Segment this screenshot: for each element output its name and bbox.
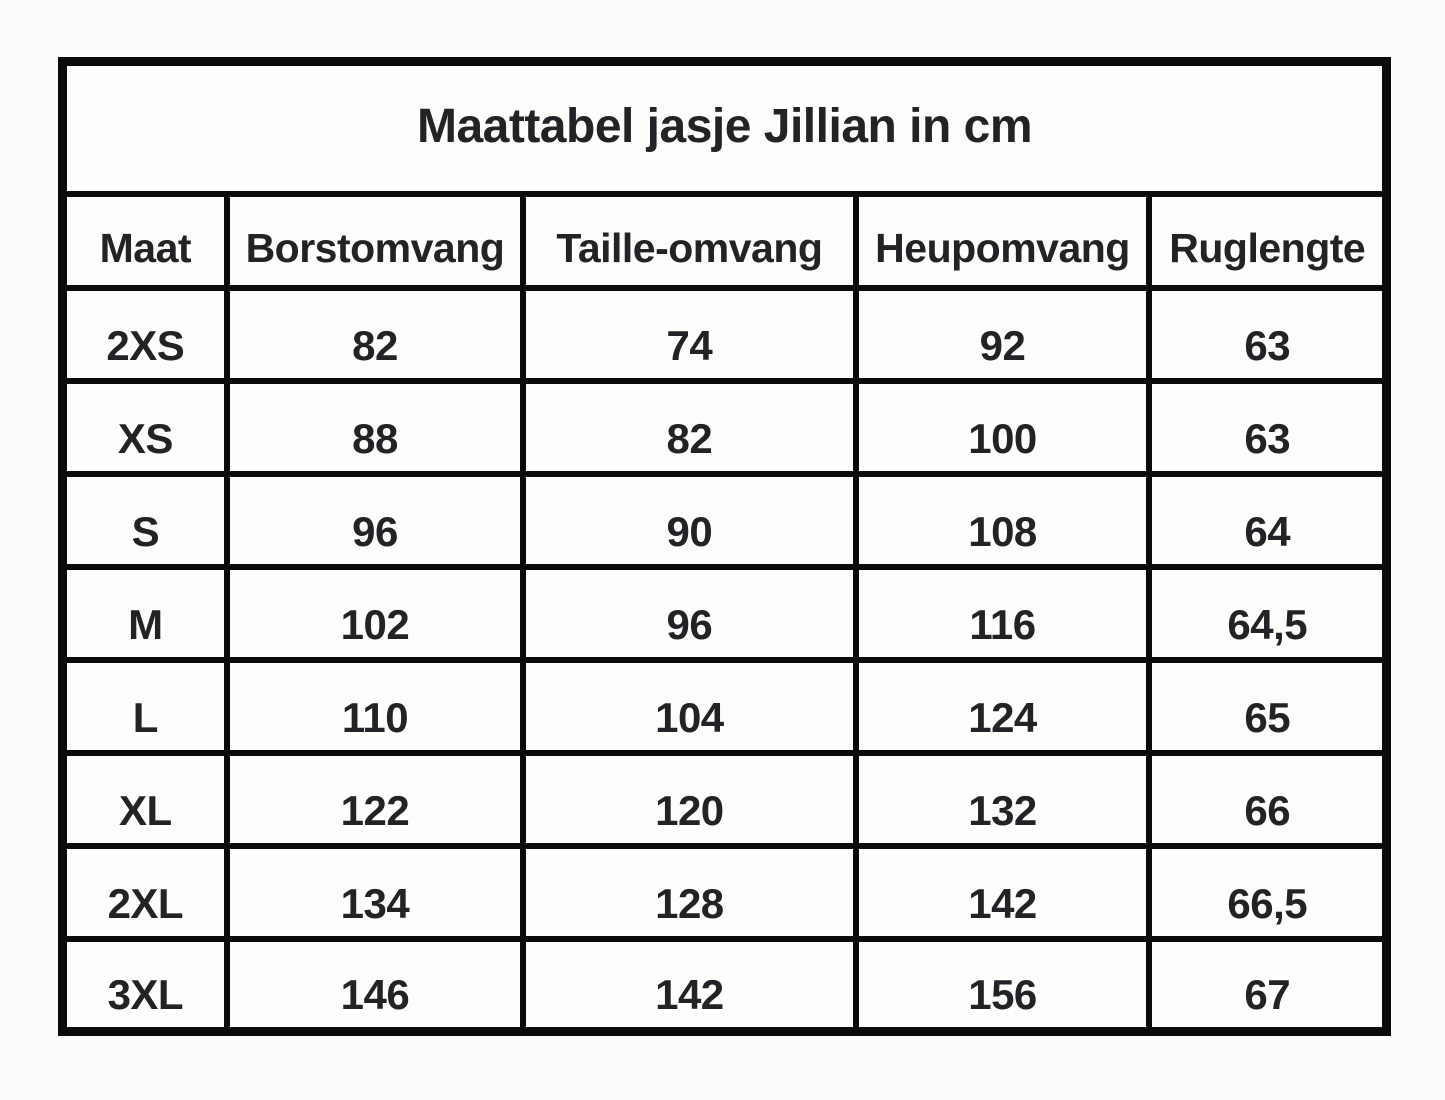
value-cell: 88 — [223, 377, 527, 477]
column-header-heupomvang: Heupomvang — [852, 190, 1153, 291]
table-title-row: Maattabel jasje Jillian in cm — [59, 58, 1390, 197]
table-title: Maattabel jasje Jillian in cm — [59, 58, 1390, 197]
table-row: 3XL 146 142 156 67 — [59, 935, 1390, 1035]
table-row: M 102 96 116 64,5 — [59, 563, 1390, 663]
value-cell: 110 — [223, 656, 527, 756]
size-chart-table: Maattabel jasje Jillian in cm Maat Borst… — [58, 57, 1391, 1036]
value-cell: 74 — [520, 284, 859, 384]
size-cell: L — [59, 656, 230, 756]
table-row: S 96 90 108 64 — [59, 470, 1390, 570]
column-header-maat: Maat — [59, 190, 230, 291]
table-header-row: Maat Borstomvang Taille-omvang Heupomvan… — [59, 190, 1390, 291]
value-cell: 96 — [223, 470, 527, 570]
value-cell: 142 — [852, 842, 1153, 942]
value-cell: 134 — [223, 842, 527, 942]
value-cell: 65 — [1146, 656, 1390, 756]
value-cell: 132 — [852, 749, 1153, 849]
value-cell: 120 — [520, 749, 859, 849]
value-cell: 142 — [520, 935, 859, 1035]
table-row: 2XS 82 74 92 63 — [59, 284, 1390, 384]
size-cell: 3XL — [59, 935, 230, 1035]
value-cell: 146 — [223, 935, 527, 1035]
table-row: XS 88 82 100 63 — [59, 377, 1390, 477]
value-cell: 82 — [223, 284, 527, 384]
value-cell: 63 — [1146, 284, 1390, 384]
value-cell: 128 — [520, 842, 859, 942]
size-cell: 2XL — [59, 842, 230, 942]
value-cell: 96 — [520, 563, 859, 663]
value-cell: 64,5 — [1146, 563, 1390, 663]
value-cell: 122 — [223, 749, 527, 849]
size-cell: M — [59, 563, 230, 663]
size-cell: XL — [59, 749, 230, 849]
value-cell: 63 — [1146, 377, 1390, 477]
value-cell: 90 — [520, 470, 859, 570]
value-cell: 116 — [852, 563, 1153, 663]
size-cell: S — [59, 470, 230, 570]
column-header-ruglengte: Ruglengte — [1146, 190, 1390, 291]
column-header-taille-omvang: Taille-omvang — [520, 190, 859, 291]
value-cell: 66,5 — [1146, 842, 1390, 942]
value-cell: 67 — [1146, 935, 1390, 1035]
size-cell: XS — [59, 377, 230, 477]
table-row: 2XL 134 128 142 66,5 — [59, 842, 1390, 942]
value-cell: 156 — [852, 935, 1153, 1035]
value-cell: 124 — [852, 656, 1153, 756]
value-cell: 66 — [1146, 749, 1390, 849]
table-row: XL 122 120 132 66 — [59, 749, 1390, 849]
value-cell: 100 — [852, 377, 1153, 477]
value-cell: 64 — [1146, 470, 1390, 570]
value-cell: 108 — [852, 470, 1153, 570]
value-cell: 104 — [520, 656, 859, 756]
size-cell: 2XS — [59, 284, 230, 384]
table-row: L 110 104 124 65 — [59, 656, 1390, 756]
column-header-borstomvang: Borstomvang — [223, 190, 527, 291]
value-cell: 92 — [852, 284, 1153, 384]
value-cell: 82 — [520, 377, 859, 477]
value-cell: 102 — [223, 563, 527, 663]
